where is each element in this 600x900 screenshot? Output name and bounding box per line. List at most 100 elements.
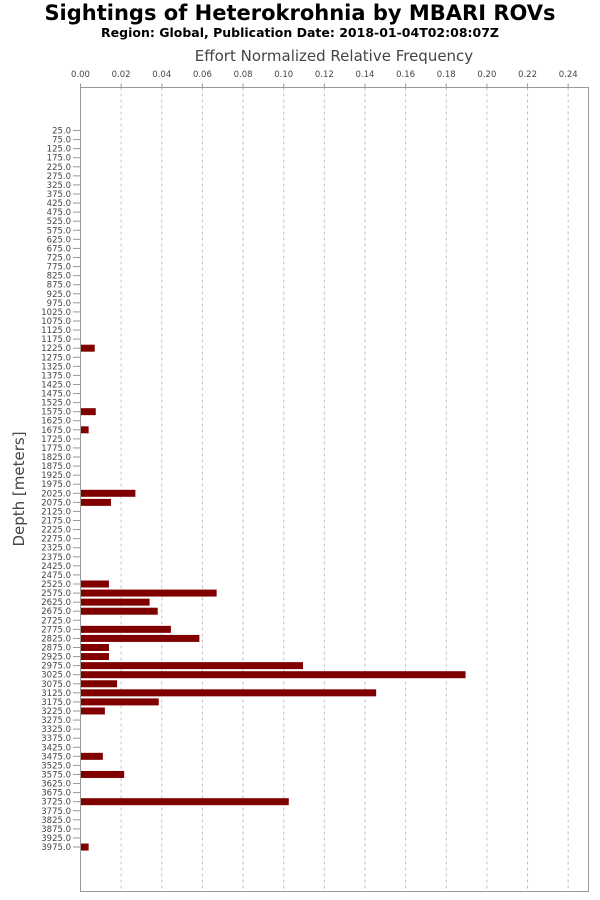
plot-frame bbox=[80, 87, 589, 892]
bar bbox=[80, 498, 111, 506]
y-tick-label: 3775.0 bbox=[41, 807, 71, 817]
y-tick-label: 1725.0 bbox=[41, 435, 71, 445]
y-tick-label: 2075.0 bbox=[41, 498, 71, 508]
x-tick-label: 0.22 bbox=[518, 70, 537, 80]
y-tick-label: 2525.0 bbox=[41, 580, 71, 590]
x-tick-label: 0.02 bbox=[112, 70, 131, 80]
y-tick-label: 1475.0 bbox=[41, 390, 71, 400]
y-tick-label: 1675.0 bbox=[41, 426, 71, 436]
y-tick-label: 925.0 bbox=[47, 290, 71, 300]
y-tick-label: 1425.0 bbox=[41, 380, 71, 390]
y-tick-label: 3525.0 bbox=[41, 761, 71, 771]
y-tick-label: 325.0 bbox=[47, 181, 71, 191]
bars bbox=[80, 344, 466, 851]
bar bbox=[80, 489, 136, 497]
chart-title: Sightings of Heterokrohnia by MBARI ROVs bbox=[44, 1, 556, 25]
y-tick-label: 2225.0 bbox=[41, 526, 71, 536]
y-tick-label: 1525.0 bbox=[41, 399, 71, 409]
bar bbox=[80, 625, 171, 633]
y-tick-label: 75.0 bbox=[52, 136, 71, 146]
y-tick-label: 875.0 bbox=[47, 281, 71, 291]
y-tick-label: 2025.0 bbox=[41, 489, 71, 499]
bar bbox=[80, 662, 304, 670]
y-tick-label: 3175.0 bbox=[41, 698, 71, 708]
y-tick-labels: 25.075.0125.0175.0225.0275.0325.0375.042… bbox=[41, 127, 81, 853]
x-tick-label: 0.14 bbox=[356, 70, 375, 80]
y-tick-label: 1175.0 bbox=[41, 335, 71, 345]
y-tick-label: 3075.0 bbox=[41, 680, 71, 690]
y-tick-label: 3975.0 bbox=[41, 843, 71, 853]
x-tick-label: 0.12 bbox=[315, 70, 334, 80]
y-tick-label: 25.0 bbox=[52, 127, 71, 137]
y-tick-label: 775.0 bbox=[47, 263, 71, 273]
y-tick-label: 1775.0 bbox=[41, 444, 71, 454]
y-tick-label: 2975.0 bbox=[41, 662, 71, 672]
x-tick-label: 0.24 bbox=[559, 70, 578, 80]
x-tick-label: 0.10 bbox=[274, 70, 293, 80]
y-tick-label: 375.0 bbox=[47, 190, 71, 200]
y-tick-label: 1625.0 bbox=[41, 417, 71, 427]
y-tick-label: 3275.0 bbox=[41, 716, 71, 726]
y-tick-label: 1125.0 bbox=[41, 326, 71, 336]
y-tick-label: 2375.0 bbox=[41, 553, 71, 563]
bar bbox=[80, 653, 109, 661]
bar bbox=[80, 408, 96, 416]
y-tick-label: 3625.0 bbox=[41, 780, 71, 790]
y-tick-label: 3375.0 bbox=[41, 734, 71, 744]
y-tick-label: 1825.0 bbox=[41, 453, 71, 463]
y-tick-label: 2175.0 bbox=[41, 517, 71, 527]
y-tick-label: 975.0 bbox=[47, 299, 71, 309]
y-tick-label: 1975.0 bbox=[41, 480, 71, 490]
y-tick-label: 1575.0 bbox=[41, 408, 71, 418]
y-tick-label: 2675.0 bbox=[41, 607, 71, 617]
x-tick-label: 0.16 bbox=[396, 70, 415, 80]
bar bbox=[80, 770, 125, 778]
y-tick-label: 3575.0 bbox=[41, 770, 71, 780]
bar bbox=[80, 671, 466, 679]
y-tick-label: 625.0 bbox=[47, 235, 71, 245]
x-tick-label: 0.18 bbox=[437, 70, 456, 80]
y-tick-label: 1225.0 bbox=[41, 344, 71, 354]
y-tick-label: 2725.0 bbox=[41, 616, 71, 626]
y-tick-label: 2625.0 bbox=[41, 598, 71, 608]
y-tick-label: 2575.0 bbox=[41, 589, 71, 599]
y-tick-label: 3875.0 bbox=[41, 825, 71, 835]
y-tick-label: 1925.0 bbox=[41, 471, 71, 481]
chart-subtitle: Region: Global, Publication Date: 2018-0… bbox=[101, 25, 499, 40]
grid-lines bbox=[120, 87, 569, 892]
y-tick-label: 3325.0 bbox=[41, 725, 71, 735]
y-tick-label: 2425.0 bbox=[41, 562, 71, 572]
y-tick-label: 225.0 bbox=[47, 163, 71, 173]
bar bbox=[80, 598, 150, 606]
bar bbox=[80, 426, 89, 434]
x-tick-label: 0.00 bbox=[71, 70, 90, 80]
bar bbox=[80, 689, 377, 697]
bar bbox=[80, 680, 118, 688]
x-tick-label: 0.20 bbox=[477, 70, 496, 80]
bar bbox=[80, 843, 89, 851]
y-tick-label: 3825.0 bbox=[41, 816, 71, 826]
y-tick-label: 3425.0 bbox=[41, 743, 71, 753]
y-tick-label: 2125.0 bbox=[41, 507, 71, 517]
y-tick-label: 2325.0 bbox=[41, 544, 71, 554]
x-tick-label: 0.04 bbox=[152, 70, 171, 80]
y-tick-label: 3925.0 bbox=[41, 834, 71, 844]
x-tick-label: 0.08 bbox=[234, 70, 253, 80]
y-tick-label: 525.0 bbox=[47, 217, 71, 227]
y-tick-label: 3675.0 bbox=[41, 789, 71, 799]
x-tick-labels: 0.00 0.02 0.04 0.06 0.08 0.10 0.12 0.14 0.16 0.18… bbox=[71, 70, 578, 88]
y-tick-label: 675.0 bbox=[47, 244, 71, 254]
y-tick-label: 2775.0 bbox=[41, 625, 71, 635]
y-tick-label: 1875.0 bbox=[41, 462, 71, 472]
y-tick-label: 725.0 bbox=[47, 253, 71, 263]
y-tick-label: 3125.0 bbox=[41, 689, 71, 699]
y-tick-label: 575.0 bbox=[47, 226, 71, 236]
y-tick-label: 2275.0 bbox=[41, 535, 71, 545]
y-tick-label: 125.0 bbox=[47, 145, 71, 155]
bar bbox=[80, 752, 103, 760]
bar bbox=[80, 634, 200, 642]
bar bbox=[80, 344, 95, 352]
y-tick-label: 275.0 bbox=[47, 172, 71, 182]
y-tick-label: 3025.0 bbox=[41, 671, 71, 681]
